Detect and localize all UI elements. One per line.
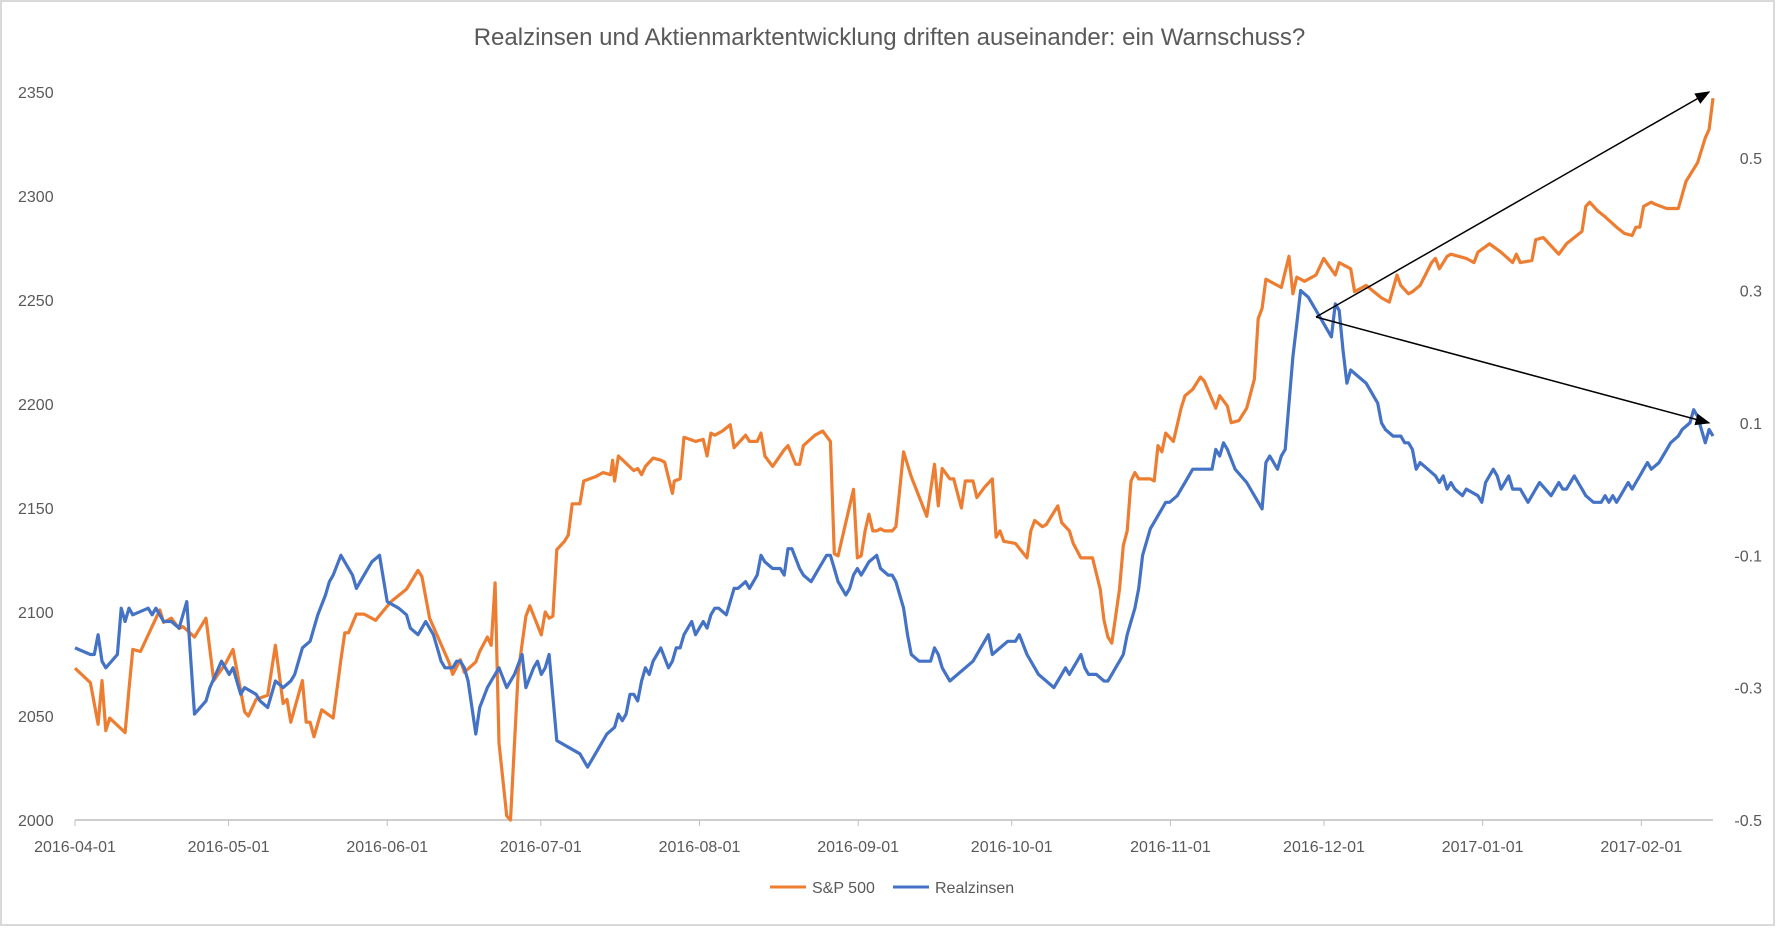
y-right-tick-label: -0.3 bbox=[1734, 681, 1762, 698]
y-left-tick-label: 2050 bbox=[18, 709, 54, 726]
x-tick-label: 2016-08-01 bbox=[659, 839, 741, 856]
chart-title: Realzinsen und Aktienmarktentwicklung dr… bbox=[473, 24, 1306, 51]
y-left-tick-label: 2300 bbox=[18, 189, 54, 206]
series-layer bbox=[73, 98, 1715, 822]
x-tick-label: 2016-10-01 bbox=[971, 839, 1053, 856]
y-left-tick-label: 2250 bbox=[18, 293, 54, 310]
y-right-tick-label: -0.5 bbox=[1734, 813, 1762, 830]
legend-label-realzinsen: Realzinsen bbox=[935, 880, 1014, 897]
x-tick-label: 2016-11-01 bbox=[1130, 839, 1211, 856]
x-tick-label: 2016-04-01 bbox=[34, 839, 116, 856]
y-left-tick-label: 2350 bbox=[18, 85, 54, 102]
annotation-layer bbox=[1315, 91, 1711, 426]
y-left-tick-label: 2100 bbox=[18, 605, 54, 622]
x-tick-label: 2016-06-01 bbox=[346, 839, 428, 856]
x-tick-label: 2017-02-01 bbox=[1600, 839, 1682, 856]
legend: S&P 500 Realzinsen bbox=[770, 880, 1014, 897]
y-left-tick-label: 2150 bbox=[18, 501, 54, 518]
x-tick-label: 2017-01-01 bbox=[1442, 839, 1524, 856]
y-right-tick-label: 0.1 bbox=[1740, 416, 1762, 433]
y-left-tick-label: 2200 bbox=[18, 397, 54, 414]
series-line-s-p-500 bbox=[73, 98, 1715, 822]
y-right-tick-label: 0.5 bbox=[1740, 151, 1762, 168]
x-tick-label: 2016-05-01 bbox=[188, 839, 270, 856]
y-left-tick-label: 2000 bbox=[18, 813, 54, 830]
annotation-arrow-1 bbox=[1315, 91, 1711, 318]
annotation-arrow-2 bbox=[1315, 316, 1711, 426]
axes-layer: 2016-04-01 2016-05-01 2016-06-01 2016-07-01… bbox=[18, 85, 1762, 856]
y-right-tick-label: 0.3 bbox=[1740, 284, 1762, 301]
series-line-realzinsen bbox=[74, 288, 1715, 769]
x-tick-label: 2016-09-01 bbox=[817, 839, 899, 856]
x-tick-label: 2016-12-01 bbox=[1283, 839, 1365, 856]
legend-label-sp500: S&P 500 bbox=[812, 880, 875, 897]
y-right-tick-label: -0.1 bbox=[1734, 548, 1762, 565]
x-tick-label: 2016-07-01 bbox=[500, 839, 582, 856]
